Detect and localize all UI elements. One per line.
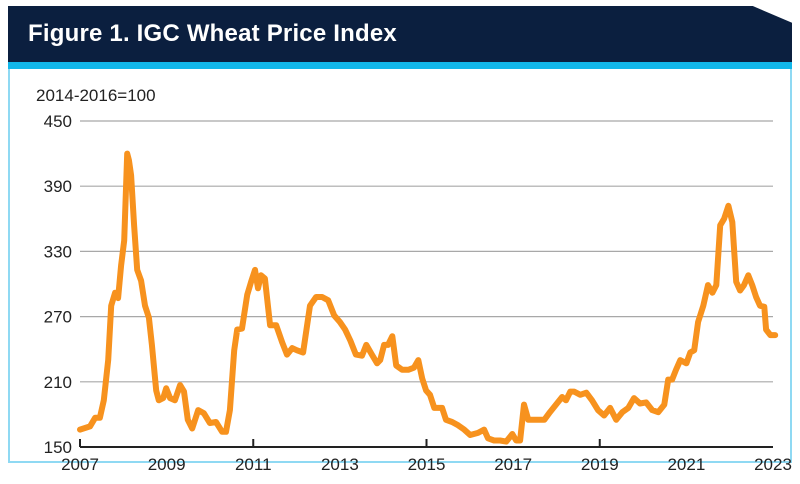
- y-tick-label: 390: [44, 177, 72, 196]
- chart-title: Figure 1. IGC Wheat Price Index: [28, 20, 397, 47]
- y-tick-label: 150: [44, 438, 72, 457]
- y-tick-label: 270: [44, 308, 72, 327]
- x-tick-label: 2019: [581, 455, 619, 474]
- y-tick-label: 450: [44, 112, 72, 131]
- y-tick-label: 210: [44, 373, 72, 392]
- chart-frame: [8, 69, 792, 463]
- series-line-wheat-price-index: [77, 150, 779, 445]
- x-tick-label: 2009: [148, 455, 186, 474]
- y-axis-unit-label: 2014-2016=100: [36, 86, 156, 105]
- x-tick-label: 2023: [754, 455, 792, 474]
- chart-header: Figure 1. IGC Wheat Price Index: [8, 6, 792, 62]
- x-tick-label: 2017: [494, 455, 532, 474]
- x-tick-label: 2007: [61, 455, 99, 474]
- header-accent-stripe: [8, 62, 792, 69]
- x-tick-label: 2011: [235, 455, 272, 474]
- y-tick-label: 330: [44, 242, 72, 261]
- x-tick-label: 2021: [667, 455, 705, 474]
- x-tick-label: 2015: [408, 455, 446, 474]
- x-tick-label: 2013: [321, 455, 359, 474]
